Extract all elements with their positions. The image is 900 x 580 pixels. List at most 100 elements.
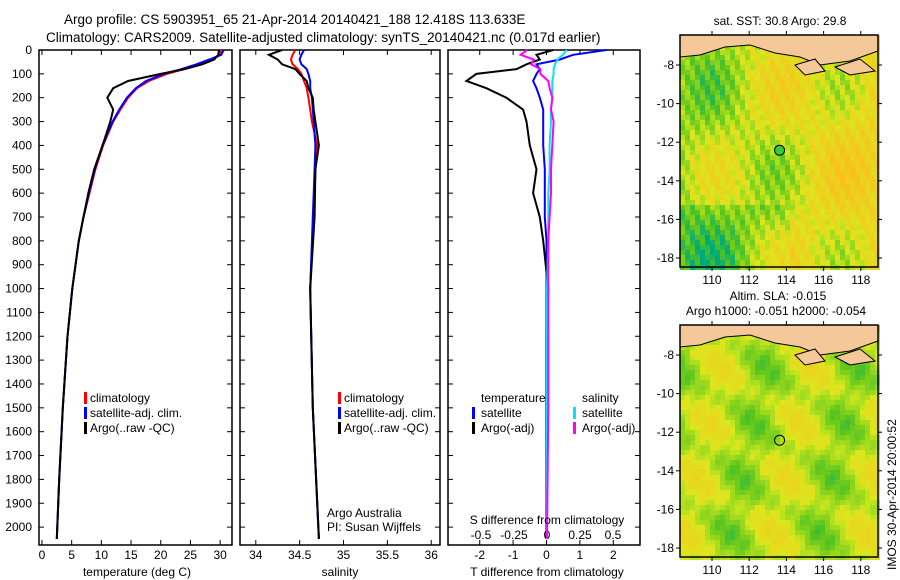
map-cell bbox=[690, 170, 695, 175]
map-cell bbox=[845, 220, 850, 225]
map-cell bbox=[805, 465, 810, 470]
map-cell bbox=[750, 155, 755, 160]
map-cell bbox=[805, 225, 810, 230]
map-cell bbox=[870, 210, 875, 215]
map-cell bbox=[685, 95, 690, 100]
map-cell bbox=[820, 155, 825, 160]
map-cell bbox=[780, 105, 785, 110]
map-cell bbox=[815, 250, 820, 255]
map-cell bbox=[710, 355, 715, 360]
map-cell bbox=[785, 540, 790, 545]
map-cell bbox=[685, 420, 690, 425]
map-cell bbox=[765, 435, 770, 440]
map-cell bbox=[815, 180, 820, 185]
map-cell bbox=[730, 545, 735, 550]
map-cell bbox=[705, 140, 710, 145]
map-cell bbox=[870, 410, 875, 415]
map-cell bbox=[765, 210, 770, 215]
map-cell bbox=[745, 475, 750, 480]
map-cell bbox=[815, 205, 820, 210]
map-cell bbox=[840, 480, 845, 485]
map-cell bbox=[755, 445, 760, 450]
map-cell bbox=[790, 455, 795, 460]
map-cell bbox=[765, 520, 770, 525]
map-cell bbox=[800, 75, 805, 80]
map-cell bbox=[845, 100, 850, 105]
map-cell bbox=[715, 540, 720, 545]
map-cell bbox=[800, 365, 805, 370]
map-cell bbox=[735, 105, 740, 110]
map-cell bbox=[870, 500, 875, 505]
depth-tick-label: 2000 bbox=[5, 520, 32, 534]
map-cell bbox=[735, 180, 740, 185]
map-cell bbox=[795, 220, 800, 225]
map-cell bbox=[765, 85, 770, 90]
map-cell bbox=[820, 160, 825, 165]
map-cell bbox=[755, 410, 760, 415]
map-cell bbox=[800, 215, 805, 220]
map-cell bbox=[730, 45, 735, 50]
map-cell bbox=[765, 395, 770, 400]
map-cell bbox=[755, 235, 760, 240]
map-cell bbox=[680, 365, 685, 370]
map-cell bbox=[835, 260, 840, 265]
map-cell bbox=[685, 65, 690, 70]
depth-tick-label: 1600 bbox=[5, 425, 32, 439]
map-cell bbox=[870, 240, 875, 245]
map-cell bbox=[840, 465, 845, 470]
map-cell bbox=[805, 515, 810, 520]
map-cell bbox=[820, 95, 825, 100]
map-cell bbox=[720, 250, 725, 255]
map-cell bbox=[840, 135, 845, 140]
lat-tick-label: -18 bbox=[657, 541, 675, 555]
map-cell bbox=[855, 230, 860, 235]
map-cell bbox=[860, 105, 865, 110]
map-cell bbox=[745, 225, 750, 230]
map-cell bbox=[725, 345, 730, 350]
map-cell bbox=[870, 365, 875, 370]
map-cell bbox=[725, 205, 730, 210]
map-cell bbox=[845, 485, 850, 490]
map-cell bbox=[765, 135, 770, 140]
map-cell bbox=[760, 340, 765, 345]
map-cell bbox=[755, 475, 760, 480]
map-cell bbox=[705, 530, 710, 535]
map-cell bbox=[710, 345, 715, 350]
map-cell bbox=[775, 345, 780, 350]
map-cell bbox=[850, 525, 855, 530]
map-cell bbox=[775, 55, 780, 60]
map-cell bbox=[870, 110, 875, 115]
map-cell bbox=[695, 80, 700, 85]
map-cell bbox=[815, 365, 820, 370]
map-cell bbox=[730, 350, 735, 355]
map-cell bbox=[835, 115, 840, 120]
map-cell bbox=[755, 495, 760, 500]
map-cell bbox=[690, 490, 695, 495]
map-cell bbox=[815, 175, 820, 180]
map-cell bbox=[685, 465, 690, 470]
map-cell bbox=[815, 235, 820, 240]
map-cell bbox=[685, 345, 690, 350]
lon-tick-label: 112 bbox=[740, 563, 759, 577]
map-cell bbox=[840, 525, 845, 530]
map-cell bbox=[745, 120, 750, 125]
map-cell bbox=[825, 370, 830, 375]
map-cell bbox=[735, 70, 740, 75]
map-cell bbox=[690, 205, 695, 210]
map-cell bbox=[845, 505, 850, 510]
map-cell bbox=[735, 470, 740, 475]
map-cell bbox=[765, 100, 770, 105]
map-cell bbox=[735, 445, 740, 450]
map-cell bbox=[830, 380, 835, 385]
map-cell bbox=[760, 470, 765, 475]
map-cell bbox=[855, 115, 860, 120]
map-cell bbox=[715, 495, 720, 500]
map-cell bbox=[795, 370, 800, 375]
map-cell bbox=[765, 380, 770, 385]
map-cell bbox=[820, 455, 825, 460]
map-cell bbox=[845, 145, 850, 150]
map-cell bbox=[705, 495, 710, 500]
map-cell bbox=[695, 375, 700, 380]
map-cell bbox=[840, 550, 845, 555]
map-cell bbox=[755, 200, 760, 205]
